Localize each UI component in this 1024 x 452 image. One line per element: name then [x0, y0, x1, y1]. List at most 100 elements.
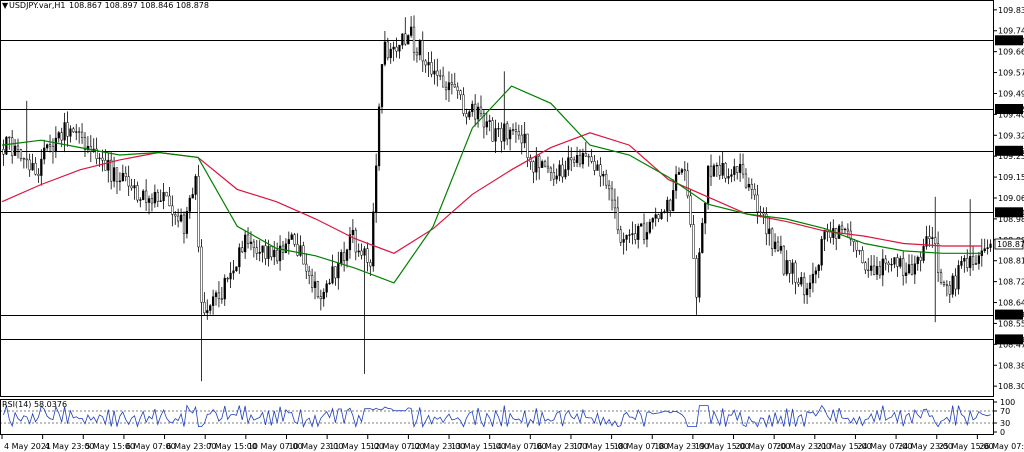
candle: [803, 272, 806, 304]
candle-body: [555, 175, 558, 180]
candle-body: [628, 234, 631, 236]
candle: [407, 34, 410, 45]
candle: [913, 255, 916, 284]
candle-body: [706, 165, 710, 204]
candle-body: [701, 222, 704, 253]
candle: [974, 254, 978, 265]
candle-body: [814, 270, 817, 275]
candle: [43, 139, 46, 165]
level-tag: [995, 104, 1023, 114]
candle: [884, 255, 887, 271]
candle: [654, 207, 657, 227]
candle: [945, 280, 948, 297]
candle: [177, 208, 180, 228]
candle-body: [651, 218, 654, 223]
symbol-label: USDJPY.var,H1: [9, 1, 65, 10]
candle-body: [302, 245, 305, 265]
candle-body: [343, 252, 346, 261]
candle-body: [890, 263, 893, 266]
candle: [284, 238, 288, 254]
candle: [977, 251, 981, 270]
candle-body: [162, 192, 165, 202]
candle-body: [112, 167, 116, 182]
candle: [669, 198, 672, 217]
candle-body: [83, 137, 87, 151]
candle-body: [107, 159, 110, 171]
level-tag: [995, 207, 1023, 218]
candle-body: [34, 162, 37, 175]
candle: [619, 225, 622, 246]
candle: [567, 145, 570, 176]
candle-body: [476, 106, 480, 120]
candle-body: [328, 282, 331, 285]
rsi-panel: [0, 399, 994, 435]
candle-body: [75, 131, 78, 133]
candle: [963, 255, 966, 273]
chart-header: ▼ USDJPY.var,H1 108.867 108.897 108.846 …: [2, 1, 209, 10]
candle-body: [427, 62, 430, 66]
candle-body: [217, 292, 221, 299]
candle: [648, 218, 651, 235]
rsi-tick-label: 100: [1000, 398, 1015, 407]
candle: [380, 64, 384, 114]
candle-body: [54, 137, 57, 153]
candle-body: [182, 214, 186, 234]
menu-chevron-icon[interactable]: ▼: [2, 1, 9, 10]
ma-fast-line: [1, 85, 982, 284]
candle-body: [209, 305, 212, 311]
x-tick-label: 14 May 07:00: [492, 442, 547, 451]
candle-body: [570, 157, 573, 161]
candle-body: [759, 211, 762, 213]
candle-body: [188, 197, 191, 212]
candle-body: [462, 94, 465, 114]
candle-body: [937, 243, 940, 273]
candle-body: [561, 164, 564, 178]
candle-body: [974, 263, 978, 265]
candle-body: [165, 192, 168, 197]
candle: [593, 155, 596, 176]
candle: [16, 138, 20, 159]
candle: [75, 124, 78, 141]
candle: [642, 213, 646, 245]
x-tick-label: 20 May 07:00: [736, 442, 791, 451]
candle: [561, 157, 564, 183]
candle: [206, 299, 209, 320]
candle: [721, 151, 724, 180]
candle: [156, 189, 159, 208]
candle: [185, 206, 189, 239]
candle: [570, 147, 573, 172]
candle: [931, 227, 934, 248]
candle: [476, 102, 480, 128]
candle: [319, 289, 322, 311]
candle: [34, 157, 37, 176]
candle: [11, 130, 14, 164]
candle-body: [727, 176, 730, 179]
candle-body: [616, 207, 619, 231]
candle: [942, 280, 946, 287]
candle: [153, 184, 156, 208]
candle: [715, 162, 718, 178]
candle: [343, 241, 346, 272]
candle: [345, 248, 349, 268]
candle: [5, 136, 8, 156]
candle: [771, 227, 774, 257]
candle-body: [404, 33, 407, 45]
candle-body: [648, 221, 651, 233]
candle-body: [785, 260, 788, 275]
x-tick-label: 6 May 23:00: [167, 442, 217, 451]
candle-body: [313, 281, 317, 288]
candle: [322, 288, 325, 307]
candle-body: [258, 252, 261, 254]
candle: [447, 71, 451, 102]
candle-body: [878, 266, 882, 276]
y-tick-label: 108.385: [998, 361, 1024, 370]
candle-body: [197, 176, 200, 248]
x-tick-label: 13 May 15:00: [451, 442, 506, 451]
candle-body: [622, 239, 625, 243]
candle-body: [855, 241, 858, 251]
candle-body: [838, 225, 841, 239]
candle: [191, 187, 194, 199]
candle-body: [287, 239, 290, 245]
candle: [150, 193, 154, 212]
